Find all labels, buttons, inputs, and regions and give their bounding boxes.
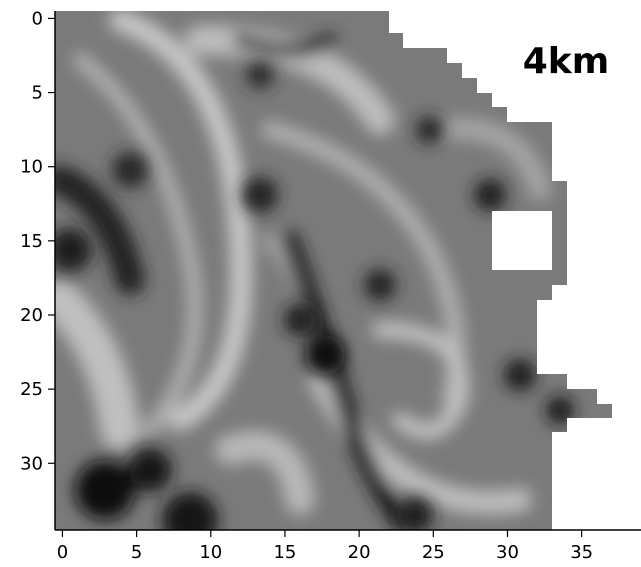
x-tick-label: 30 <box>496 542 519 563</box>
resolution-annotation: 4km <box>523 41 610 82</box>
x-tick-label: 5 <box>131 542 142 563</box>
masked-region-top-right <box>389 11 641 530</box>
x-tick-label: 25 <box>422 542 445 563</box>
y-tick-label: 15 <box>20 231 43 252</box>
y-tick-label: 0 <box>32 8 43 29</box>
x-tick-label: 35 <box>570 542 593 563</box>
x-tick-label: 15 <box>273 542 296 563</box>
x-tick-label: 20 <box>348 542 371 563</box>
y-tick-label: 30 <box>20 453 43 474</box>
axes-frame <box>54 11 641 531</box>
masked-region-square <box>492 211 552 270</box>
y-tick-label: 10 <box>20 157 43 178</box>
x-axis-ticks: 0 5 10 15 20 25 30 35 <box>57 530 593 563</box>
y-tick-label: 20 <box>20 305 43 326</box>
x-tick-label: 0 <box>57 542 68 563</box>
y-axis-ticks: 0 5 10 15 20 25 30 <box>20 8 55 474</box>
heatmap-image <box>55 11 641 530</box>
y-tick-label: 5 <box>32 83 43 104</box>
x-tick-label: 10 <box>199 542 222 563</box>
y-tick-label: 25 <box>20 379 43 400</box>
